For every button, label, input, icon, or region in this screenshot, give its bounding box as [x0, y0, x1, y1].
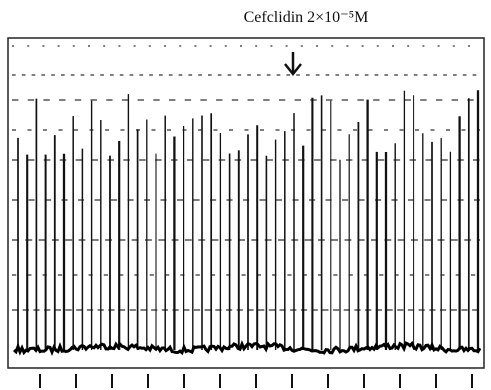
- recording-figure: Cefclidin 2×10⁻⁵M: [0, 0, 491, 390]
- drug-annotation: Cefclidin 2×10⁻⁵M: [244, 9, 369, 26]
